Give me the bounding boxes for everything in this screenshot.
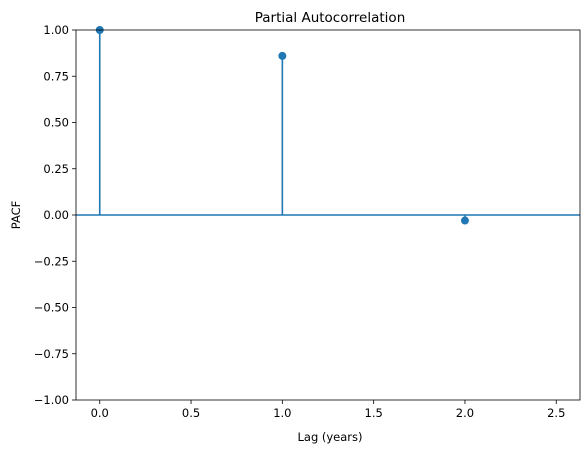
x-tick-label: 1.5 xyxy=(365,406,383,420)
x-tick-label: 2.5 xyxy=(547,406,565,420)
x-tick-label: 1.0 xyxy=(273,406,291,420)
y-tick-label: 0.50 xyxy=(43,116,69,130)
y-tick-label: −0.25 xyxy=(34,254,69,268)
x-tick-label: 2.0 xyxy=(456,406,474,420)
plot-area: 0.0 0.5 1.0 1.5 2.0 2.5 1.00 0.75 0.50 0.25 0.00 −0… xyxy=(34,23,581,420)
y-tick-label: −1.00 xyxy=(34,393,69,407)
plot-frame xyxy=(75,29,581,401)
x-tick-label: 0.0 xyxy=(91,406,109,420)
y-tick-label: 0.25 xyxy=(43,162,69,176)
pacf-marker xyxy=(278,51,287,60)
y-tick-label: 1.00 xyxy=(43,23,69,37)
y-tick-label: 0.00 xyxy=(43,208,69,222)
y-tick-label: −0.50 xyxy=(34,301,69,315)
y-axis-label: PACF xyxy=(9,201,23,230)
x-axis-label: Lag (years) xyxy=(297,430,362,444)
chart-title: Partial Autocorrelation xyxy=(255,10,406,26)
y-tick-label: 0.75 xyxy=(43,69,69,83)
y-tick-label: −0.75 xyxy=(34,347,69,361)
pacf-marker xyxy=(460,216,469,225)
x-tick-label: 0.5 xyxy=(182,406,200,420)
